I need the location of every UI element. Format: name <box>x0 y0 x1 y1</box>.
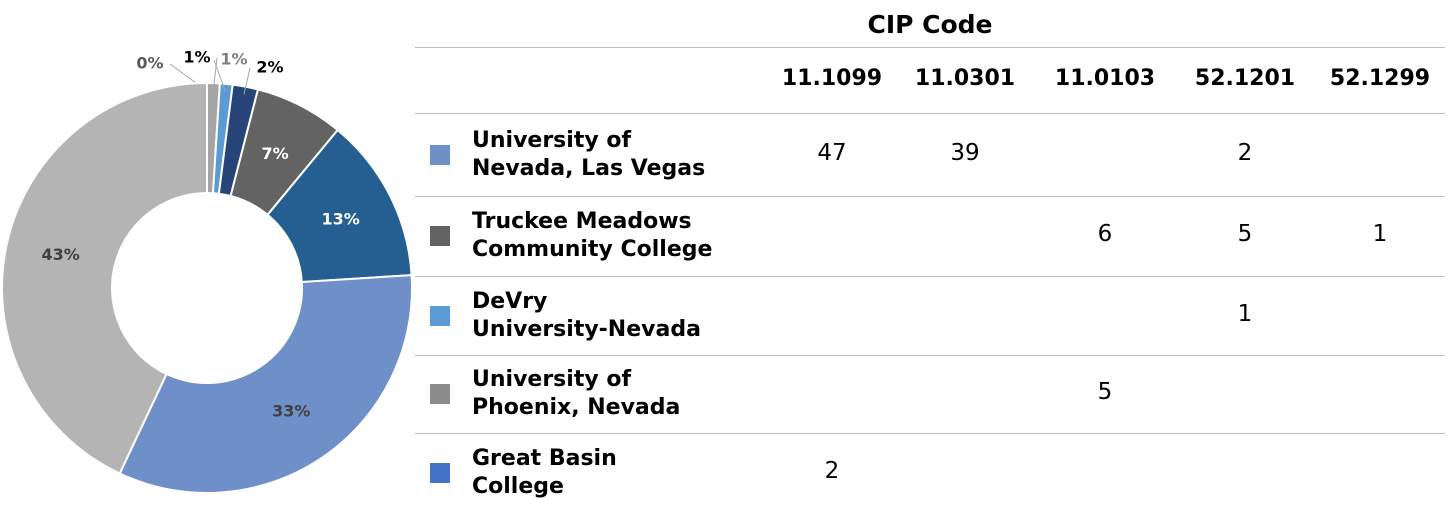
cell-value: 1 <box>1372 221 1388 247</box>
donut-chart: 0% 1% 1% 2% 7% 13% 33% 43% <box>1 48 413 494</box>
rule <box>415 276 1445 277</box>
legend-swatch <box>430 462 450 483</box>
leader-line <box>212 57 218 92</box>
rule <box>415 113 1445 114</box>
column-header: 11.0103 <box>1054 66 1156 91</box>
cell-value: 47 <box>817 139 847 166</box>
slice-label: 33% <box>272 402 310 421</box>
row-name: University-Nevada <box>472 316 701 342</box>
donut-slice <box>266 128 413 284</box>
rule <box>415 355 1445 356</box>
row-name: Nevada, Las Vegas <box>472 155 706 181</box>
leader-line <box>243 67 251 95</box>
rule <box>415 196 1445 197</box>
column-header: 52.1201 <box>1194 66 1296 91</box>
legend-swatch <box>430 144 450 165</box>
row-name: Great Basin <box>472 445 617 471</box>
rule <box>415 47 1445 48</box>
column-header: 11.0301 <box>914 66 1016 91</box>
slice-label: 1% <box>220 50 247 69</box>
row-name: Phoenix, Nevada <box>472 395 681 420</box>
table-title: CIP Code <box>867 10 993 39</box>
slice-label: 7% <box>262 144 289 163</box>
cell-value: 5 <box>1237 221 1253 247</box>
slice-label: 1% <box>183 48 210 67</box>
cell-value: 1 <box>1237 300 1253 327</box>
legend-swatch <box>430 226 450 246</box>
legend-swatch <box>430 384 450 404</box>
rule <box>415 433 1445 434</box>
row-name: University of <box>472 367 632 392</box>
cell-value: 6 <box>1097 221 1113 247</box>
cell-value: 5 <box>1097 379 1113 405</box>
row-name: Community College <box>472 237 713 262</box>
slice-label: 0% <box>136 54 163 73</box>
donut-slice <box>118 274 413 494</box>
leader-line <box>213 59 227 93</box>
row-name: College <box>472 473 564 499</box>
slice-label: 2% <box>256 58 283 77</box>
column-header: 11.1099 <box>781 66 883 91</box>
slice-label: 43% <box>41 245 79 264</box>
slice-label: 13% <box>322 209 360 228</box>
row-name: University of <box>472 127 632 153</box>
legend-swatch <box>430 305 450 326</box>
row-name: DeVry <box>472 288 548 314</box>
column-header: 52.1299 <box>1329 66 1431 91</box>
cell-value: 2 <box>1237 139 1253 166</box>
cell-value: 2 <box>824 457 840 484</box>
cell-value: 39 <box>950 139 980 166</box>
donut-slice <box>1 81 208 475</box>
row-name: Truckee Meadows <box>472 209 692 234</box>
